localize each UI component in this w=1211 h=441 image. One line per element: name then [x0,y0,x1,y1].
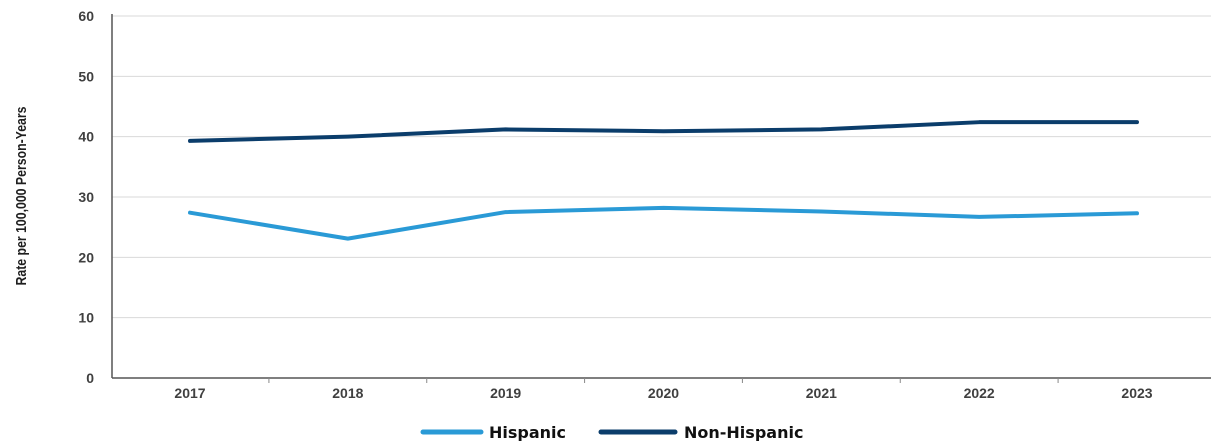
y-tick-label: 20 [78,249,94,265]
y-tick-label: 10 [78,310,94,326]
x-tick-label: 2018 [332,385,363,401]
axes [111,14,1211,383]
y-axis-title: Rate per 100,000 Person-Years [13,106,29,285]
y-tick-label: 60 [78,8,94,24]
y-tick-labels: 0 10 20 30 40 50 60 [78,8,94,386]
y-tick-label: 50 [78,68,94,84]
x-tick-label: 2017 [174,385,205,401]
x-tick-labels: 2017 2018 2019 2020 2021 2022 2023 [174,385,1152,401]
y-tick-label: 0 [86,370,94,386]
x-tick-label: 2020 [648,385,679,401]
y-tick-label: 30 [78,189,94,205]
series-lines [188,120,1139,241]
legend-label: Hispanic [489,423,566,441]
gridlines [112,15,1211,319]
legend-label: Non-Hispanic [684,423,803,441]
series-line-hispanic [188,205,1139,241]
series-line-non-hispanic [188,120,1139,143]
x-tick-label: 2019 [490,385,521,401]
y-tick-label: 40 [78,129,94,145]
x-tick-label: 2022 [964,385,995,401]
x-tick-label: 2021 [806,385,837,401]
legend: Hispanic Non-Hispanic [420,423,803,441]
x-tick-label: 2023 [1121,385,1152,401]
